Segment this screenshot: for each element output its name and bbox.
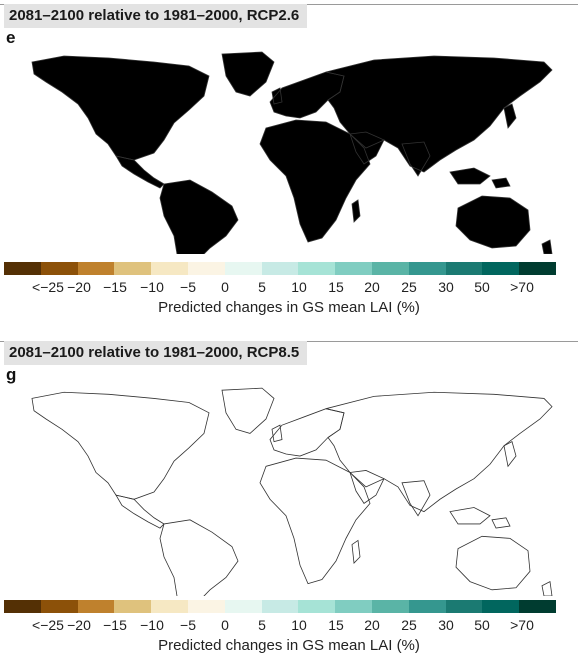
colorbar-segment <box>261 600 299 613</box>
colorbar-tick: 30 <box>438 279 454 295</box>
colorbar-segment <box>4 600 41 613</box>
colorbar-tick: 0 <box>221 279 229 295</box>
colorbar-segment <box>77 600 115 613</box>
colorbar <box>4 600 556 613</box>
world-map-rcp26 <box>31 51 553 254</box>
colorbar-tick: 15 <box>328 617 344 633</box>
colorbar-segment <box>4 262 41 275</box>
colorbar-label: Predicted changes in GS mean LAI (%) <box>158 299 420 316</box>
colorbar-segment <box>371 600 409 613</box>
colorbar-tick: −10 <box>140 617 164 633</box>
colorbar-segment <box>187 262 225 275</box>
colorbar-tick: 20 <box>364 617 380 633</box>
colorbar-tick: 5 <box>258 279 266 295</box>
colorbar-tick: −10 <box>140 279 164 295</box>
colorbar-ticks: <−25 −20 −15 −10 −5 0 5 10 15 20 25 30 5… <box>0 616 578 636</box>
map-panel-rcp85: 2081–2100 relative to 1981–2000, RCP8.5 … <box>0 337 578 669</box>
colorbar-segment <box>77 262 115 275</box>
panel-title: 2081–2100 relative to 1981–2000, RCP2.6 <box>4 4 308 28</box>
world-map-rcp85 <box>31 387 553 596</box>
colorbar-segment <box>482 262 520 275</box>
colorbar-tick: 5 <box>258 617 266 633</box>
colorbar-tick: <−25 <box>32 279 64 295</box>
colorbar-tick: 15 <box>328 279 344 295</box>
colorbar-tick: 30 <box>438 617 454 633</box>
colorbar-tick: −20 <box>67 279 91 295</box>
colorbar-tick: −15 <box>103 617 127 633</box>
colorbar-tick: 25 <box>401 617 417 633</box>
colorbar-tick: 50 <box>474 279 490 295</box>
colorbar-segment <box>335 262 372 275</box>
colorbar-tick: 25 <box>401 279 417 295</box>
colorbar-segment <box>408 262 446 275</box>
panel-letter: e <box>6 28 16 47</box>
colorbar-segment <box>298 262 336 275</box>
colorbar-label: Predicted changes in GS mean LAI (%) <box>158 637 420 654</box>
colorbar-tick: 20 <box>364 279 380 295</box>
colorbar-segment <box>151 262 188 275</box>
map-panel-rcp26: 2081–2100 relative to 1981–2000, RCP2.6 … <box>0 0 578 330</box>
colorbar-tick: 10 <box>291 279 307 295</box>
colorbar-tick: <−25 <box>32 617 64 633</box>
colorbar-segment <box>187 600 225 613</box>
colorbar-tick: >70 <box>510 617 534 633</box>
panel-letter: g <box>6 365 17 384</box>
colorbar-tick: −5 <box>180 279 196 295</box>
colorbar-segment <box>408 600 446 613</box>
colorbar-tick: −15 <box>103 279 127 295</box>
colorbar-tick: −5 <box>180 617 196 633</box>
colorbar-segment <box>114 262 152 275</box>
colorbar-tick: >70 <box>510 279 534 295</box>
colorbar-segment <box>114 600 152 613</box>
colorbar-tick: −20 <box>67 617 91 633</box>
colorbar-segment <box>224 600 262 613</box>
panel-title-bar: 2081–2100 relative to 1981–2000, RCP2.6 <box>0 0 578 28</box>
colorbar-tick: 10 <box>291 617 307 633</box>
colorbar-segment <box>40 262 78 275</box>
colorbar-segment <box>482 600 520 613</box>
colorbar-segment <box>519 600 556 613</box>
colorbar-segment <box>445 600 483 613</box>
colorbar-segment <box>371 262 409 275</box>
panel-title: 2081–2100 relative to 1981–2000, RCP8.5 <box>4 341 308 365</box>
colorbar-ticks: <−25 −20 −15 −10 −5 0 5 10 15 20 25 30 5… <box>0 278 578 298</box>
colorbar-tick: 0 <box>221 617 229 633</box>
colorbar-segment <box>151 600 188 613</box>
colorbar-segment <box>335 600 372 613</box>
colorbar-segment <box>224 262 262 275</box>
colorbar-segment <box>519 262 556 275</box>
colorbar-segment <box>445 262 483 275</box>
colorbar <box>4 262 556 275</box>
colorbar-segment <box>40 600 78 613</box>
colorbar-segment <box>298 600 336 613</box>
colorbar-tick: 50 <box>474 617 490 633</box>
panel-title-bar: 2081–2100 relative to 1981–2000, RCP8.5 <box>0 337 578 365</box>
colorbar-segment <box>261 262 299 275</box>
